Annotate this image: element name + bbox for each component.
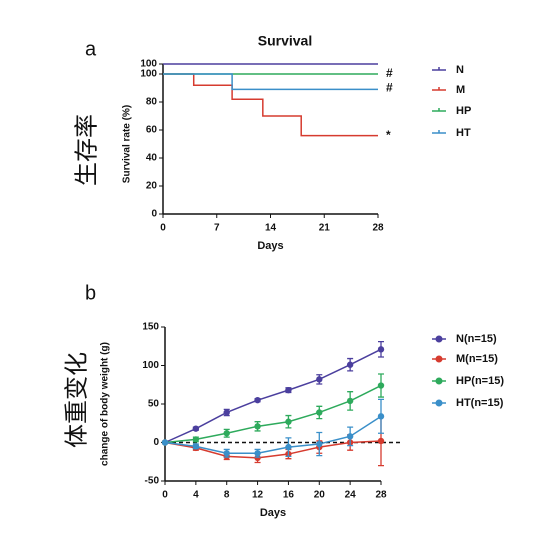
legend-label: N(n=15) bbox=[456, 333, 497, 345]
survival-line bbox=[163, 73, 378, 137]
y-tick-label: -50 bbox=[145, 476, 160, 487]
data-point bbox=[377, 346, 385, 353]
data-point bbox=[346, 433, 354, 440]
y-tick-label: 0 bbox=[153, 437, 159, 448]
data-point bbox=[285, 418, 292, 425]
panel-label: b bbox=[85, 282, 96, 304]
x-tick-label: 4 bbox=[193, 490, 199, 501]
data-point bbox=[316, 376, 323, 383]
data-point bbox=[377, 413, 385, 420]
legend-label: M bbox=[456, 84, 465, 96]
data-point bbox=[254, 423, 261, 430]
data-point bbox=[223, 450, 230, 457]
legend-label: HP bbox=[456, 105, 471, 117]
data-point bbox=[316, 440, 323, 448]
data-point bbox=[192, 436, 200, 443]
x-tick-label: 28 bbox=[375, 490, 387, 501]
data-point bbox=[377, 382, 385, 389]
survival-line bbox=[163, 73, 378, 91]
data-point bbox=[223, 409, 230, 416]
y-axis-label: Survival rate (%) bbox=[122, 105, 133, 183]
legend-label: HP(n=15) bbox=[456, 375, 504, 387]
series-line bbox=[164, 440, 382, 459]
data-point bbox=[377, 437, 385, 445]
legend-swatch bbox=[435, 335, 443, 343]
annotation: # bbox=[386, 66, 393, 80]
x-axis-label: Days bbox=[260, 507, 286, 519]
x-tick-label: 0 bbox=[160, 223, 166, 234]
y-tick-label: 60 bbox=[146, 125, 158, 136]
x-tick-label: 21 bbox=[319, 223, 331, 234]
side-label: 体重变化 bbox=[63, 352, 90, 448]
legend-label: M(n=15) bbox=[456, 353, 498, 365]
y-tick-label: 80 bbox=[146, 97, 158, 108]
data-point bbox=[254, 450, 261, 457]
panel-label: a bbox=[85, 38, 97, 60]
data-point bbox=[192, 443, 200, 450]
chart-title: Survival bbox=[258, 33, 312, 49]
legend-swatch bbox=[435, 355, 443, 363]
series-line bbox=[164, 384, 382, 444]
data-point bbox=[285, 443, 292, 451]
data-point bbox=[285, 386, 292, 394]
x-tick-label: 0 bbox=[162, 490, 168, 501]
legend-swatch bbox=[435, 377, 443, 385]
y-axis-label: change of body weight (g) bbox=[100, 342, 111, 466]
data-point bbox=[223, 430, 230, 437]
side-label: 生存率 bbox=[73, 114, 100, 186]
x-tick-label: 12 bbox=[252, 490, 264, 501]
data-point bbox=[346, 397, 354, 405]
x-tick-label: 14 bbox=[265, 223, 277, 234]
x-tick-label: 28 bbox=[372, 223, 384, 234]
legend-label: HT bbox=[456, 127, 471, 139]
y-tick-label: 100 bbox=[140, 59, 157, 70]
x-tick-label: 20 bbox=[314, 490, 326, 501]
annotation: * bbox=[386, 128, 391, 142]
y-tick-label: 150 bbox=[142, 322, 159, 333]
y-tick-label: 50 bbox=[148, 399, 160, 410]
y-tick-label: 0 bbox=[151, 209, 157, 220]
data-point bbox=[316, 409, 323, 416]
data-point bbox=[254, 454, 261, 462]
y-tick-label: 40 bbox=[146, 153, 158, 164]
legend-label: HT(n=15) bbox=[456, 397, 504, 409]
x-axis-label: Days bbox=[257, 240, 283, 252]
x-tick-label: 7 bbox=[214, 223, 220, 234]
x-tick-label: 24 bbox=[345, 490, 357, 501]
y-tick-label: 100 bbox=[142, 360, 159, 371]
legend-swatch bbox=[435, 399, 443, 407]
series-line bbox=[164, 348, 382, 444]
annotation: # bbox=[386, 81, 393, 95]
data-point bbox=[346, 361, 354, 368]
series-line bbox=[164, 415, 382, 455]
data-point bbox=[161, 439, 169, 446]
y-tick-label: 100 bbox=[140, 69, 157, 80]
data-point bbox=[192, 425, 200, 432]
legend-label: N bbox=[456, 64, 464, 76]
x-tick-label: 16 bbox=[283, 490, 295, 501]
y-tick-label: 20 bbox=[146, 181, 158, 192]
data-point bbox=[254, 396, 261, 404]
x-tick-label: 8 bbox=[224, 490, 230, 501]
